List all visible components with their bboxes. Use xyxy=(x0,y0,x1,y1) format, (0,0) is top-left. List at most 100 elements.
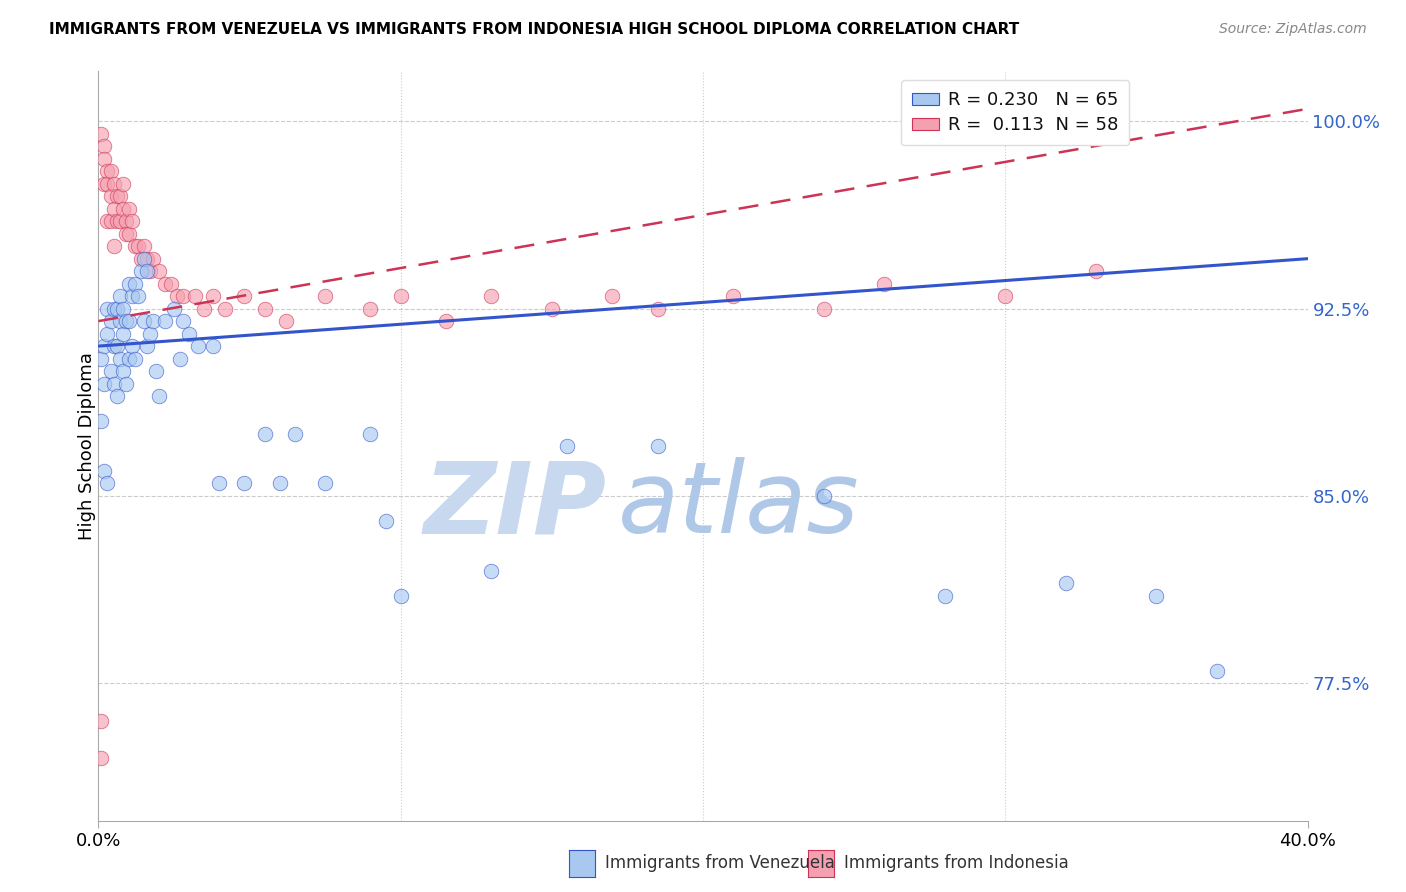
Point xyxy=(103,239,125,253)
Point xyxy=(103,177,125,191)
Point xyxy=(132,252,155,266)
Point xyxy=(111,364,134,378)
Point xyxy=(118,277,141,291)
Point xyxy=(103,202,125,216)
Text: Immigrants from Indonesia: Immigrants from Indonesia xyxy=(844,855,1069,872)
Text: atlas: atlas xyxy=(619,458,860,555)
Point xyxy=(647,439,669,453)
Point xyxy=(172,314,194,328)
Point xyxy=(100,214,122,228)
Point xyxy=(93,139,115,153)
Text: IMMIGRANTS FROM VENEZUELA VS IMMIGRANTS FROM INDONESIA HIGH SCHOOL DIPLOMA CORRE: IMMIGRANTS FROM VENEZUELA VS IMMIGRANTS … xyxy=(49,22,1019,37)
Point xyxy=(232,289,254,303)
Point xyxy=(129,252,152,266)
Point xyxy=(96,177,118,191)
Point xyxy=(360,301,382,316)
Point xyxy=(124,277,146,291)
Point xyxy=(135,264,157,278)
Point xyxy=(103,376,125,391)
Point xyxy=(96,326,118,341)
Point xyxy=(208,476,231,491)
Point xyxy=(253,301,276,316)
Point xyxy=(184,289,207,303)
Point xyxy=(1085,264,1108,278)
Point xyxy=(723,289,745,303)
Point xyxy=(132,239,155,253)
Point xyxy=(96,214,118,228)
Point xyxy=(129,264,152,278)
Point xyxy=(813,301,835,316)
Point xyxy=(114,214,136,228)
Point xyxy=(647,301,669,316)
Point xyxy=(269,476,291,491)
Point xyxy=(127,239,149,253)
Text: Source: ZipAtlas.com: Source: ZipAtlas.com xyxy=(1219,22,1367,37)
Point xyxy=(108,189,131,203)
Point xyxy=(540,301,562,316)
Point xyxy=(93,339,115,353)
Point xyxy=(111,301,134,316)
Point xyxy=(153,314,176,328)
Point xyxy=(360,426,382,441)
Point xyxy=(121,289,143,303)
Point xyxy=(100,164,122,178)
Point xyxy=(114,227,136,241)
Point xyxy=(90,714,112,728)
Point xyxy=(153,277,176,291)
Point xyxy=(90,127,112,141)
Y-axis label: High School Diploma: High School Diploma xyxy=(79,352,96,540)
Point xyxy=(114,314,136,328)
Point xyxy=(121,339,143,353)
Point xyxy=(127,289,149,303)
Point xyxy=(232,476,254,491)
Point xyxy=(166,289,188,303)
Point xyxy=(100,189,122,203)
Point xyxy=(90,751,112,765)
Point xyxy=(100,314,122,328)
Point xyxy=(481,564,503,578)
Point xyxy=(108,351,131,366)
Point xyxy=(555,439,578,453)
Point xyxy=(214,301,236,316)
Point xyxy=(118,351,141,366)
Point xyxy=(111,326,134,341)
Point xyxy=(994,289,1017,303)
Point xyxy=(96,476,118,491)
Point xyxy=(274,314,297,328)
Point xyxy=(169,351,191,366)
Point xyxy=(389,289,412,303)
Point xyxy=(160,277,183,291)
Point xyxy=(105,214,128,228)
Point xyxy=(813,489,835,503)
Point xyxy=(111,177,134,191)
Point xyxy=(873,277,896,291)
Point xyxy=(284,426,307,441)
Point xyxy=(179,326,201,341)
Point xyxy=(1144,589,1167,603)
Point xyxy=(108,214,131,228)
Point xyxy=(142,252,165,266)
Point xyxy=(118,202,141,216)
Point xyxy=(1054,576,1077,591)
Text: ZIP: ZIP xyxy=(423,458,606,555)
Point xyxy=(124,239,146,253)
Point xyxy=(193,301,215,316)
Point xyxy=(105,339,128,353)
Point xyxy=(139,264,162,278)
Point xyxy=(253,426,276,441)
Point xyxy=(142,314,165,328)
Point xyxy=(145,364,167,378)
Point xyxy=(314,476,336,491)
Point xyxy=(93,177,115,191)
Point xyxy=(118,227,141,241)
Text: Immigrants from Venezuela: Immigrants from Venezuela xyxy=(605,855,834,872)
Point xyxy=(111,202,134,216)
Point xyxy=(132,314,155,328)
Point xyxy=(135,252,157,266)
Point xyxy=(934,589,956,603)
Point xyxy=(139,326,162,341)
Point xyxy=(108,289,131,303)
Point xyxy=(108,314,131,328)
Point xyxy=(90,351,112,366)
Point xyxy=(103,339,125,353)
